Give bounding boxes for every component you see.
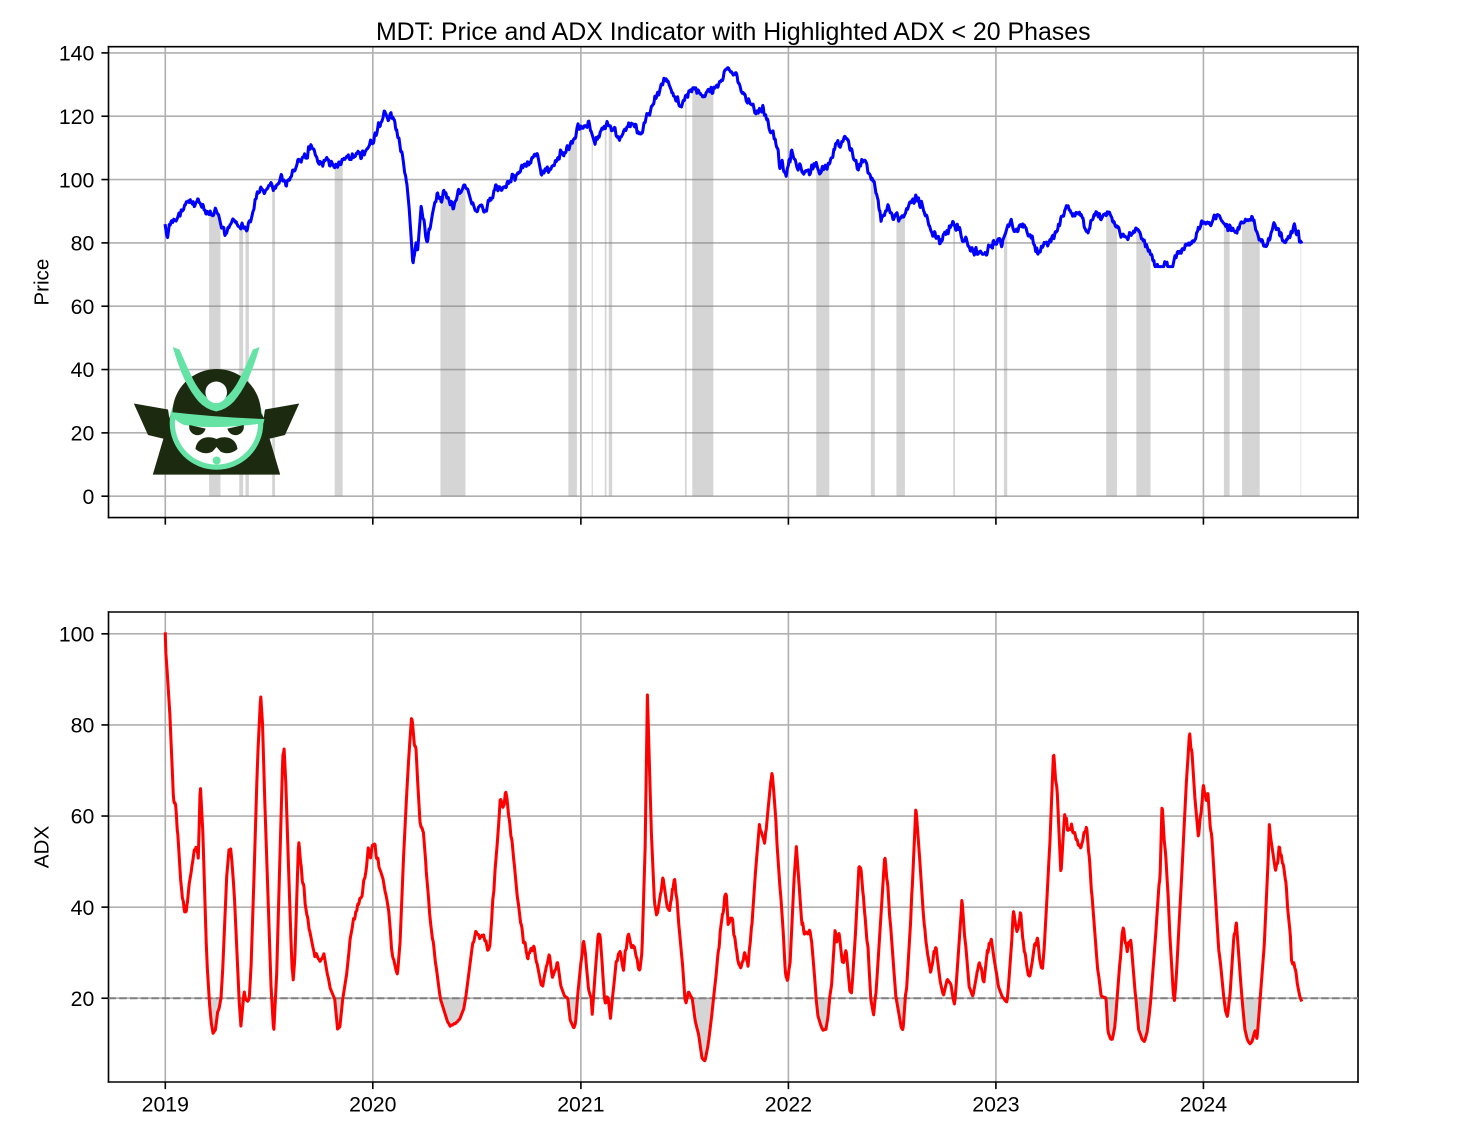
svg-text:2019: 2019 [142,1093,189,1117]
svg-text:60: 60 [71,295,95,319]
svg-text:Price: Price [30,259,53,306]
svg-text:2024: 2024 [1180,1093,1227,1117]
svg-text:80: 80 [71,714,95,738]
svg-text:140: 140 [59,42,94,66]
svg-text:0: 0 [82,485,94,509]
svg-text:80: 80 [71,232,95,256]
svg-text:ADX: ADX [30,826,53,869]
svg-text:20: 20 [71,987,95,1011]
svg-text:40: 40 [71,896,95,920]
svg-text:2023: 2023 [972,1093,1019,1117]
svg-text:2022: 2022 [765,1093,812,1117]
svg-text:60: 60 [71,805,95,829]
svg-text:20: 20 [71,422,95,446]
svg-text:40: 40 [71,358,95,382]
svg-text:100: 100 [59,623,94,647]
svg-text:2021: 2021 [557,1093,604,1117]
svg-text:120: 120 [59,105,94,129]
svg-text:2020: 2020 [349,1093,396,1117]
svg-text:100: 100 [59,168,94,192]
svg-text:MDT: Price and ADX Indicator w: MDT: Price and ADX Indicator with Highli… [376,18,1091,46]
